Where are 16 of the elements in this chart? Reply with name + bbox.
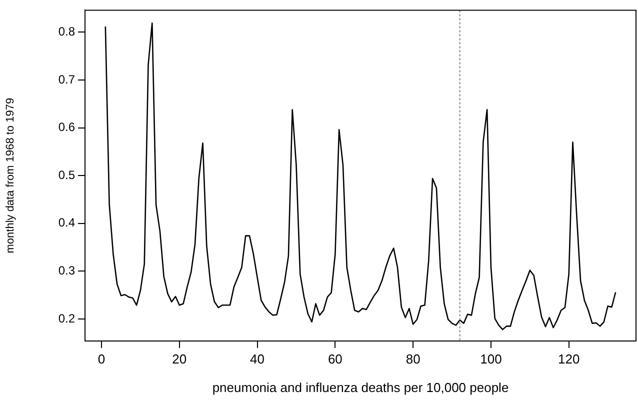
x-tick-label: 120 <box>558 351 580 366</box>
x-tick-label: 40 <box>250 351 265 366</box>
y-tick-label: 0.2 <box>58 311 76 326</box>
y-tick-label: 0.7 <box>58 72 76 86</box>
y-tick-label: 0.3 <box>58 264 76 278</box>
x-tick-label: 100 <box>480 351 502 366</box>
y-axis-title: monthly data from 1968 to 1979 <box>4 98 17 254</box>
x-tick-label: 80 <box>406 351 420 366</box>
y-tick-label: 0.6 <box>58 120 76 134</box>
x-tick-label: 60 <box>328 351 342 366</box>
x-axis-title: pneumonia and influenza deaths per 10,000 people <box>212 380 509 395</box>
y-tick-label: 0.8 <box>58 24 76 38</box>
y-tick-label: 0.5 <box>58 168 76 182</box>
x-tick-label: 20 <box>172 351 187 366</box>
x-tick-label: 0 <box>98 351 106 366</box>
y-tick-label: 0.4 <box>58 216 76 230</box>
